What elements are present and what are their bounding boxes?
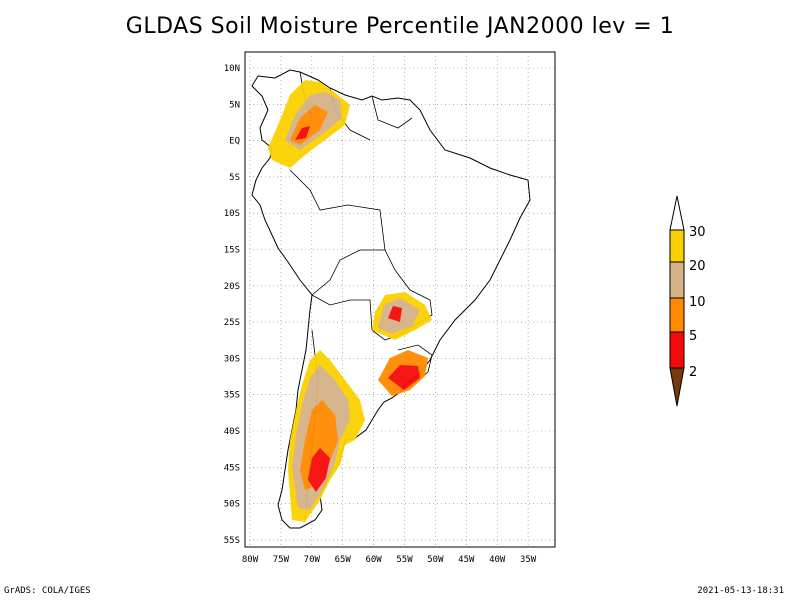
lat-tick-label: 20S — [224, 282, 240, 292]
colorbar-seg-5-10 — [669, 297, 685, 333]
colorbar-seg-20-30 — [669, 229, 685, 263]
lon-tick-label: 35W — [520, 555, 537, 565]
lat-tick-label: 5S — [229, 173, 240, 183]
colorbar-label: 2 — [689, 365, 697, 380]
colorbar-bottom-arrow — [669, 367, 685, 407]
lon-tick-label: 80W — [242, 555, 259, 565]
lon-tick-label: 70W — [304, 555, 321, 565]
colorbar-seg-10-20 — [669, 261, 685, 299]
colorbar-seg-2-5 — [669, 331, 685, 369]
footer-timestamp: 2021-05-13-18:31 — [697, 586, 784, 596]
colorbar — [669, 195, 685, 407]
lon-tick-label: 40W — [489, 555, 506, 565]
colorbar-label: 20 — [689, 259, 706, 274]
colorbar-label: 10 — [689, 295, 706, 310]
longitude-tick-labels: 80W 75W 70W 65W 60W 55W 50W 45W 40W 35W — [242, 555, 537, 565]
footer-credit: GrADS: COLA/IGES — [4, 586, 91, 596]
lat-tick-label: 40S — [224, 427, 240, 437]
lon-tick-label: 60W — [365, 555, 382, 565]
region-patagonia-red — [308, 448, 330, 492]
latitude-tick-labels: 10N 5N EQ 5S 10S 15S 20S 25S 30S 35S 40S 45S 50S 55S — [224, 64, 240, 546]
colorbar-labels: 2 5 10 20 30 — [689, 225, 706, 380]
shading-layer — [268, 80, 432, 522]
region-patagonia-orange — [300, 400, 338, 490]
region-paraguay-red — [388, 306, 402, 322]
lon-tick-label: 75W — [273, 555, 290, 565]
lon-tick-label: 55W — [396, 555, 413, 565]
region-uruguay-red — [388, 365, 420, 390]
lat-tick-label: 10N — [224, 64, 240, 74]
colorbar-label: 5 — [689, 329, 697, 344]
lat-tick-label: 55S — [224, 536, 240, 546]
map-title: GLDAS Soil Moisture Percentile JAN2000 l… — [125, 14, 675, 39]
lon-tick-label: 45W — [458, 555, 475, 565]
colorbar-label: 30 — [689, 225, 706, 240]
lat-tick-label: 25S — [224, 318, 240, 328]
lon-tick-label: 65W — [335, 555, 352, 565]
colorbar-top-arrow — [669, 195, 685, 231]
lat-tick-label: 50S — [224, 500, 240, 510]
lat-tick-label: 35S — [224, 391, 240, 401]
lat-tick-label: 10S — [224, 209, 240, 219]
lat-tick-label: 30S — [224, 354, 240, 364]
lat-tick-label: 15S — [224, 246, 240, 256]
lat-tick-label: EQ — [229, 137, 240, 147]
lat-tick-label: 45S — [224, 463, 240, 473]
lat-tick-label: 5N — [229, 100, 240, 110]
region-north-red — [295, 126, 310, 140]
lon-tick-label: 50W — [427, 555, 444, 565]
